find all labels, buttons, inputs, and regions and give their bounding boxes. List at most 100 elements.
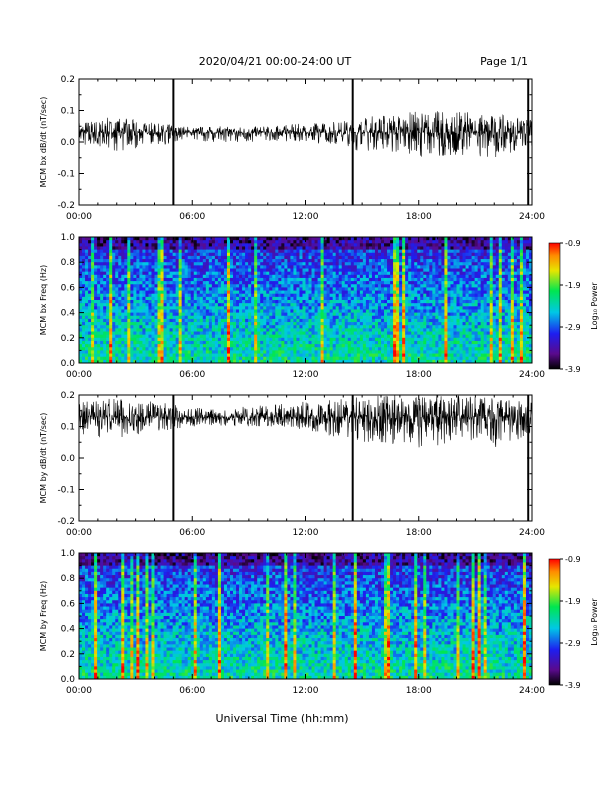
spectrogram-cell <box>97 350 101 354</box>
spectrogram-cell <box>263 252 267 257</box>
spectrogram-cell <box>420 271 424 276</box>
spectrogram-cell <box>127 315 131 320</box>
spectrogram-cell <box>320 347 325 351</box>
spectrogram-cell <box>166 306 170 310</box>
spectrogram-cell <box>335 344 340 348</box>
spectrogram-cell <box>278 344 282 348</box>
spectrogram-cell <box>172 306 177 310</box>
spectrogram-cell <box>172 243 177 247</box>
spectrogram-cell <box>157 356 161 361</box>
spectrogram-cell <box>374 249 379 254</box>
spectrogram-cell <box>284 356 288 361</box>
x-tick-label: 12:00 <box>293 212 319 222</box>
spectrogram-cell <box>423 255 427 260</box>
spectrogram-cell <box>414 265 418 269</box>
spectrogram-cell <box>420 306 424 310</box>
spectrogram-cell <box>408 328 412 332</box>
spectrogram-cell <box>335 312 340 317</box>
spectrogram-cell <box>154 265 158 269</box>
spectrogram-cell <box>142 318 146 323</box>
spectrogram-cell <box>266 281 270 285</box>
spectrogram-cell <box>112 350 116 354</box>
spectrogram-cell <box>145 353 149 358</box>
spectrogram-cell <box>374 243 379 247</box>
spectrogram-cell <box>263 315 267 320</box>
spectrogram-cell <box>245 328 249 332</box>
spectrogram-cell <box>399 268 403 273</box>
spectrogram-cell <box>332 277 337 282</box>
spectrogram-cell <box>208 246 213 250</box>
spectrogram-cell <box>377 325 382 329</box>
spectrogram-cell <box>242 312 246 317</box>
spectrogram-cell <box>320 359 325 364</box>
spectrogram-cell <box>230 328 234 332</box>
spectrogram-cell <box>381 322 385 326</box>
spectrogram-cell <box>341 353 346 358</box>
spectrogram-cell <box>341 312 346 317</box>
spectrogram-cell <box>248 265 252 269</box>
spectrogram-cell <box>347 318 352 323</box>
spectrogram-cell <box>305 271 309 276</box>
spectrogram-cell <box>438 300 442 304</box>
spectrogram-cell <box>387 262 391 266</box>
spectrogram-cell <box>371 255 376 260</box>
spectrogram-cell <box>438 344 442 348</box>
spectrogram-cell <box>79 255 83 260</box>
spectrogram-cell <box>211 325 216 329</box>
spectrogram-cell <box>387 277 391 282</box>
spectrogram-cell <box>377 287 382 291</box>
spectrogram-cell <box>166 312 170 317</box>
spectrogram-cell <box>302 331 306 336</box>
spectrogram-cell <box>308 287 312 291</box>
spectrogram-cell <box>112 262 116 266</box>
spectrogram-cell <box>94 268 98 273</box>
spectrogram-cell <box>94 249 98 254</box>
spectrogram-cell <box>377 237 382 241</box>
spectrogram-cell <box>260 356 264 361</box>
spectrogram-cell <box>444 300 448 304</box>
spectrogram-cell <box>405 306 409 310</box>
spectrogram-cell <box>275 287 279 291</box>
spectrogram-cell <box>275 252 279 257</box>
spectrogram-cell <box>139 243 143 247</box>
spectrogram-cell <box>323 315 328 320</box>
spectrogram-cell <box>112 300 116 304</box>
spectrogram-cell <box>278 277 282 282</box>
spectrogram-cell <box>393 300 397 304</box>
spectrogram-cell <box>154 293 158 298</box>
spectrogram-cell <box>239 255 243 260</box>
spectrogram-cell <box>435 293 439 298</box>
spectrogram-cell <box>320 306 325 310</box>
spectrogram-cell <box>332 268 337 273</box>
spectrogram-cell <box>239 265 243 269</box>
spectrogram-cell <box>136 306 140 310</box>
spectrogram-cell <box>399 340 403 345</box>
spectrogram-cell <box>257 322 261 326</box>
spectrogram-cell <box>275 328 279 332</box>
spectrogram-cell <box>181 312 186 317</box>
spectrogram-cell <box>335 281 340 285</box>
spectrogram-cell <box>239 337 243 342</box>
spectrogram-cell <box>257 255 261 260</box>
spectrogram-cell <box>166 293 170 298</box>
spectrogram-cell <box>317 262 321 266</box>
spectrogram-cell <box>272 249 276 254</box>
spectrogram-cell <box>103 265 107 269</box>
spectrogram-cell <box>326 265 331 269</box>
spectrogram-cell <box>341 344 346 348</box>
spectrogram-cell <box>248 309 252 313</box>
spectrogram-cell <box>130 325 134 329</box>
spectrogram-cell <box>368 240 373 244</box>
spectrogram-cell <box>393 322 397 326</box>
spectrogram-cell <box>359 265 364 269</box>
spectrogram-cell <box>405 353 409 358</box>
spectrogram-cell <box>190 274 195 279</box>
spectrogram-cell <box>239 315 243 320</box>
spectrogram-cell <box>284 347 288 351</box>
spectrogram-cell <box>441 331 445 336</box>
spectrogram-cell <box>335 306 340 310</box>
spectrogram-cell <box>275 340 279 345</box>
spectrogram-cell <box>109 246 113 250</box>
spectrogram-cell <box>414 356 418 361</box>
spectrogram-cell <box>278 303 282 307</box>
